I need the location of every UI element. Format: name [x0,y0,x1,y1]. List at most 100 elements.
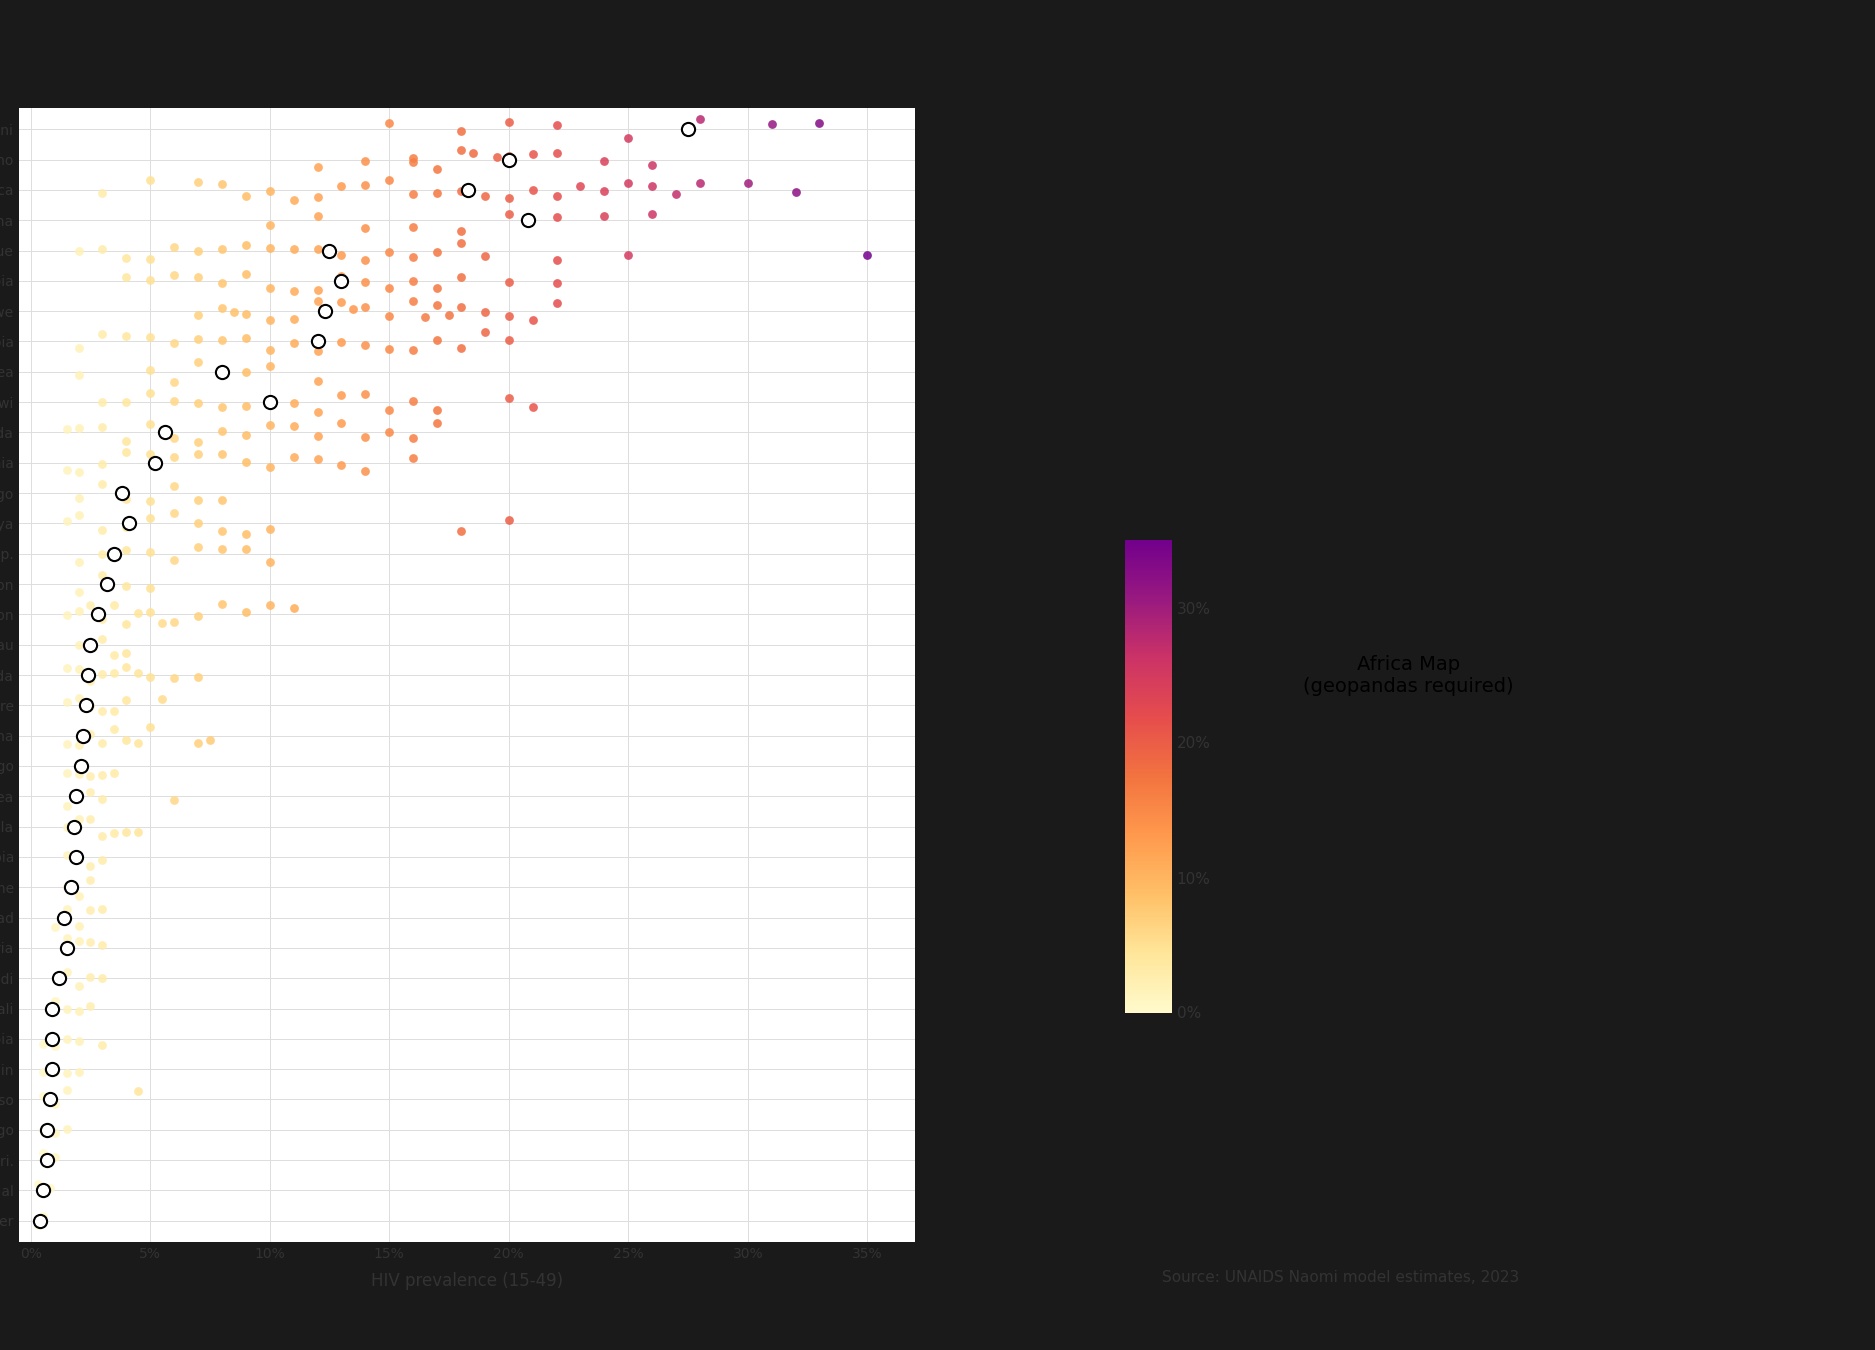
Point [38,1058,68,1080]
Point [351,296,381,317]
Point [493,305,523,327]
Point [518,309,547,331]
Point [28,1142,58,1164]
Point [398,216,428,238]
Point [589,150,619,171]
Point [68,725,98,747]
Point [124,1080,154,1102]
Point [99,594,129,616]
Point [159,790,189,811]
Point [482,146,512,167]
Point [566,176,596,197]
Point [255,213,285,235]
Point [542,207,572,228]
Point [88,628,118,649]
Point [613,127,643,148]
Point [514,209,544,231]
Point [51,937,81,958]
Point [159,428,189,450]
Point [75,634,105,656]
Point [64,930,94,952]
Point [88,699,118,721]
Point [471,321,501,343]
Point [51,603,81,625]
Point [184,432,214,454]
Point [255,355,285,377]
Point [111,729,141,751]
Point [446,338,476,359]
Point [111,614,141,636]
Point [375,400,405,421]
Point [518,143,547,165]
Point [302,340,332,362]
Point [255,518,285,540]
Point [255,414,285,436]
Point [51,815,81,837]
Point [302,425,332,447]
Point [22,1173,52,1195]
Point [542,142,572,163]
Point [64,601,94,622]
Point [146,612,176,633]
Point [673,119,703,140]
Point [231,537,261,559]
Point [56,876,86,898]
Point [326,455,356,477]
Point [75,695,105,717]
Point [64,1030,94,1052]
Point [51,657,81,679]
Point [64,807,94,829]
Point [206,271,236,293]
Point [88,416,118,437]
Point [542,115,572,136]
Point [302,448,332,470]
Point [422,412,452,433]
Point [51,763,81,784]
Point [51,510,81,532]
Point [184,305,214,327]
Point [302,331,332,352]
Point [433,305,463,327]
Point [446,232,476,254]
Point [279,189,309,211]
Point [458,142,488,163]
Point [159,475,189,497]
Point [73,664,103,686]
Point [398,270,428,292]
Point [64,763,94,784]
Point [206,397,236,418]
Point [684,171,714,193]
Point [446,520,476,541]
Point [51,691,81,713]
Point [92,574,122,595]
Point [135,490,165,512]
Point [64,884,94,906]
Point [51,1062,81,1084]
Point [124,821,154,842]
Point [302,186,332,208]
Point [375,277,405,298]
Point [684,108,714,130]
Point [64,551,94,572]
Point [493,509,523,531]
Point [326,244,356,266]
Point [326,270,356,292]
Point [51,1118,81,1139]
Point [255,551,285,572]
Point [326,385,356,406]
Point [111,325,141,347]
Point [184,605,214,626]
Point [206,444,236,466]
Point [39,1123,69,1145]
Point [206,594,236,616]
Point [75,722,105,744]
Point [124,733,154,755]
Point [351,271,381,293]
Point [326,176,356,197]
Point [88,898,118,919]
Point [51,1079,81,1100]
Point [302,239,332,261]
Point [107,482,137,504]
Point [88,564,118,586]
Point [758,113,787,135]
